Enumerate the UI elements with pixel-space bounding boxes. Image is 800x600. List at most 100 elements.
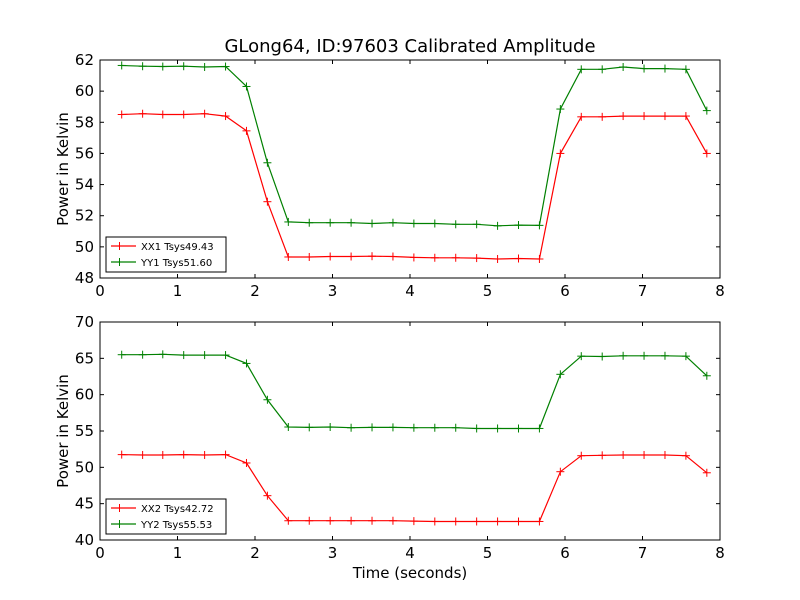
data-point xyxy=(451,220,460,229)
y-tick-label: 62 xyxy=(75,51,94,69)
data-point xyxy=(556,467,565,476)
data-point xyxy=(284,423,293,432)
data-point xyxy=(242,82,251,91)
y-tick-label: 50 xyxy=(75,458,94,476)
y-tick-label: 50 xyxy=(75,238,94,256)
data-point xyxy=(472,254,481,263)
data-point xyxy=(409,423,418,432)
data-point xyxy=(221,351,230,360)
y-tick-label: 65 xyxy=(75,349,94,367)
data-point xyxy=(535,221,544,230)
legend-box xyxy=(105,498,227,535)
data-point xyxy=(368,252,377,261)
data-point xyxy=(347,218,356,227)
x-tick-label: 5 xyxy=(483,282,493,300)
y-tick-label: 70 xyxy=(75,313,94,331)
data-point xyxy=(660,112,669,121)
y-tick-label: 48 xyxy=(75,269,94,287)
y-axis-label: Power in Kelvin xyxy=(54,112,72,226)
data-point xyxy=(388,252,397,261)
chart-title: GLong64, ID:97603 Calibrated Amplitude xyxy=(224,36,595,57)
data-point xyxy=(326,423,335,432)
data-point xyxy=(138,109,147,118)
data-point xyxy=(619,63,628,72)
data-point xyxy=(451,423,460,432)
data-point xyxy=(200,109,209,118)
data-point xyxy=(535,255,544,264)
data-point xyxy=(347,516,356,525)
data-point xyxy=(305,516,314,525)
data-point xyxy=(158,450,167,459)
data-point xyxy=(514,254,523,263)
data-point xyxy=(598,451,607,460)
x-tick-label: 2 xyxy=(250,282,260,300)
data-point xyxy=(535,424,544,433)
data-point xyxy=(472,220,481,229)
y-axis-label: Power in Kelvin xyxy=(54,374,72,488)
data-point xyxy=(326,218,335,227)
data-point xyxy=(556,149,565,158)
data-point xyxy=(660,64,669,73)
data-point xyxy=(514,221,523,230)
y-tick-label: 54 xyxy=(75,176,94,194)
x-tick-label: 3 xyxy=(328,544,338,562)
data-point xyxy=(577,65,586,74)
x-tick-label: 4 xyxy=(405,282,415,300)
data-point xyxy=(619,450,628,459)
data-point xyxy=(179,450,188,459)
data-point xyxy=(117,350,126,359)
data-point xyxy=(640,351,649,360)
data-point xyxy=(221,112,230,121)
data-point xyxy=(242,458,251,467)
data-point xyxy=(451,517,460,526)
data-point xyxy=(388,423,397,432)
data-point xyxy=(158,110,167,119)
x-tick-label: 3 xyxy=(328,282,338,300)
data-point xyxy=(681,65,690,74)
data-point xyxy=(660,351,669,360)
x-tick-label: 4 xyxy=(405,544,415,562)
data-point xyxy=(577,451,586,460)
data-point xyxy=(200,63,209,72)
data-point xyxy=(242,126,251,135)
data-point xyxy=(263,197,272,206)
data-point xyxy=(472,424,481,433)
data-point xyxy=(681,112,690,121)
y-tick-label: 40 xyxy=(75,531,94,549)
data-point xyxy=(493,424,502,433)
x-tick-label: 0 xyxy=(95,544,105,562)
data-point xyxy=(577,352,586,361)
legend-label: YY1 Tsys51.60 xyxy=(140,258,212,269)
data-point xyxy=(430,253,439,262)
data-point xyxy=(451,253,460,262)
data-point xyxy=(409,219,418,228)
y-tick-label: 58 xyxy=(75,113,94,131)
data-point xyxy=(535,517,544,526)
data-point xyxy=(200,450,209,459)
x-tick-label: 2 xyxy=(250,544,260,562)
x-tick-label: 6 xyxy=(560,544,570,562)
data-point xyxy=(702,106,711,115)
data-point xyxy=(368,516,377,525)
data-point xyxy=(619,112,628,121)
data-point xyxy=(117,450,126,459)
data-point xyxy=(326,252,335,261)
x-tick-label: 8 xyxy=(715,544,725,562)
data-point xyxy=(117,61,126,70)
data-point xyxy=(138,62,147,71)
x-axis-label: Time (seconds) xyxy=(352,564,468,582)
data-point xyxy=(368,423,377,432)
data-point xyxy=(138,350,147,359)
y-tick-label: 60 xyxy=(75,386,94,404)
data-point xyxy=(472,517,481,526)
data-point xyxy=(660,450,669,459)
data-point xyxy=(158,350,167,359)
data-point xyxy=(138,450,147,459)
data-point xyxy=(430,423,439,432)
x-tick-label: 5 xyxy=(483,544,493,562)
data-point xyxy=(263,158,272,167)
data-point xyxy=(117,110,126,119)
